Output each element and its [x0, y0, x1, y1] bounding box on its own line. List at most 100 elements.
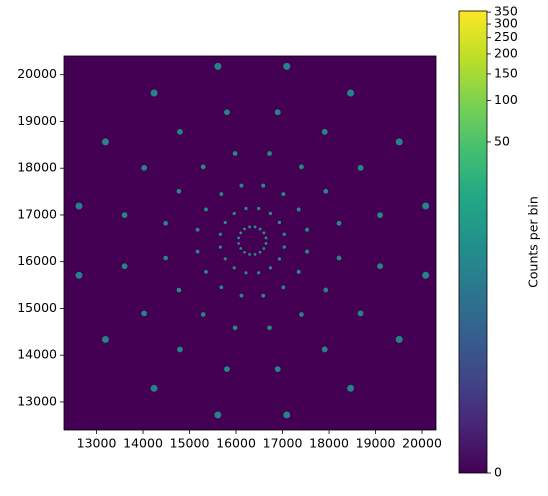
count-spot [268, 211, 273, 216]
count-spot [204, 269, 208, 274]
count-spot [282, 232, 286, 236]
count-spot [377, 212, 383, 219]
count-spot [224, 366, 230, 372]
count-spot [395, 138, 403, 146]
count-spot [357, 310, 364, 317]
x-tick-label: 17000 [263, 436, 303, 451]
colorbar-tick-label: 300 [494, 16, 518, 31]
count-spot [200, 164, 206, 170]
count-spot [248, 225, 251, 229]
count-spot [218, 232, 222, 236]
count-spot [75, 202, 83, 210]
count-spot [141, 310, 147, 317]
count-spot [195, 227, 200, 232]
count-spot [200, 312, 206, 317]
count-spot [282, 245, 286, 249]
count-spot [232, 325, 238, 331]
count-spot [232, 266, 236, 270]
count-spot [248, 253, 251, 256]
count-spot [336, 220, 342, 226]
count-spot [347, 89, 355, 97]
plot-area [64, 56, 436, 430]
count-spot [281, 192, 286, 197]
count-spot [395, 335, 403, 343]
count-spot [102, 335, 109, 343]
colorbar [458, 10, 488, 474]
count-spot [219, 285, 224, 290]
x-tick-label: 20000 [402, 436, 442, 451]
count-spot [232, 211, 236, 216]
count-spot [204, 207, 208, 212]
colorbar-label: Counts per bin [526, 196, 541, 288]
count-spot [262, 231, 266, 235]
plot-frame [63, 55, 437, 431]
count-spot [141, 164, 148, 171]
count-spot [264, 242, 268, 245]
count-spot [296, 207, 301, 212]
count-spot [274, 366, 281, 372]
count-spot [121, 263, 128, 270]
count-spot [267, 151, 272, 156]
count-spot [218, 245, 222, 249]
count-spot [176, 188, 182, 194]
count-spot [239, 231, 243, 235]
count-spot [268, 266, 273, 270]
y-tick-label: 19000 [17, 113, 57, 128]
colorbar-tick-label: 0 [494, 465, 502, 480]
count-spot [274, 109, 281, 116]
count-spot [257, 271, 261, 275]
x-tick-label: 19000 [356, 436, 396, 451]
count-spot [258, 227, 262, 231]
count-spot [177, 346, 183, 353]
count-spot [243, 227, 246, 231]
colorbar-tick-label: 150 [494, 65, 518, 80]
colorbar-tick-label: 50 [494, 133, 510, 148]
count-spot [261, 183, 266, 188]
y-tick-label: 15000 [17, 300, 57, 315]
count-spot [224, 109, 230, 116]
count-spot [176, 287, 182, 293]
count-spot [237, 242, 241, 245]
count-spot [264, 236, 268, 240]
count-spot [121, 212, 128, 219]
count-spot [219, 192, 224, 196]
count-spot [323, 188, 329, 194]
count-spot [323, 287, 329, 293]
count-spot [150, 89, 158, 97]
colorbar-tick-label: 100 [494, 92, 518, 107]
x-tick-label: 16000 [216, 436, 256, 451]
count-spot [244, 206, 248, 211]
count-spot [422, 271, 430, 279]
count-spot [277, 220, 282, 225]
colorbar-tick-label: 200 [494, 45, 518, 60]
count-spot [357, 164, 364, 171]
count-spot [281, 285, 286, 290]
count-spot [101, 138, 109, 146]
count-spot [253, 253, 257, 256]
count-spot [267, 325, 272, 331]
count-spot [258, 250, 262, 254]
x-tick-label: 14000 [123, 436, 163, 451]
count-spot [336, 255, 342, 261]
count-spot [163, 255, 168, 261]
y-tick-label: 16000 [17, 253, 57, 268]
x-tick-label: 13000 [77, 436, 117, 451]
count-spot [261, 293, 266, 298]
y-tick-label: 17000 [17, 206, 57, 221]
count-spot [223, 220, 227, 225]
count-spot [214, 62, 222, 70]
count-spot [305, 227, 310, 232]
count-spot [305, 249, 310, 254]
count-spot [244, 271, 248, 275]
count-spot [321, 128, 328, 135]
y-tick-label: 13000 [17, 393, 57, 408]
count-spot [177, 128, 183, 135]
count-spot [277, 257, 282, 261]
x-tick-label: 15000 [170, 436, 210, 451]
colorbar-tick-label: 350 [494, 4, 518, 19]
count-spot [195, 249, 200, 254]
count-spot [214, 411, 222, 419]
y-tick-label: 18000 [17, 160, 57, 175]
count-spot [299, 312, 304, 317]
